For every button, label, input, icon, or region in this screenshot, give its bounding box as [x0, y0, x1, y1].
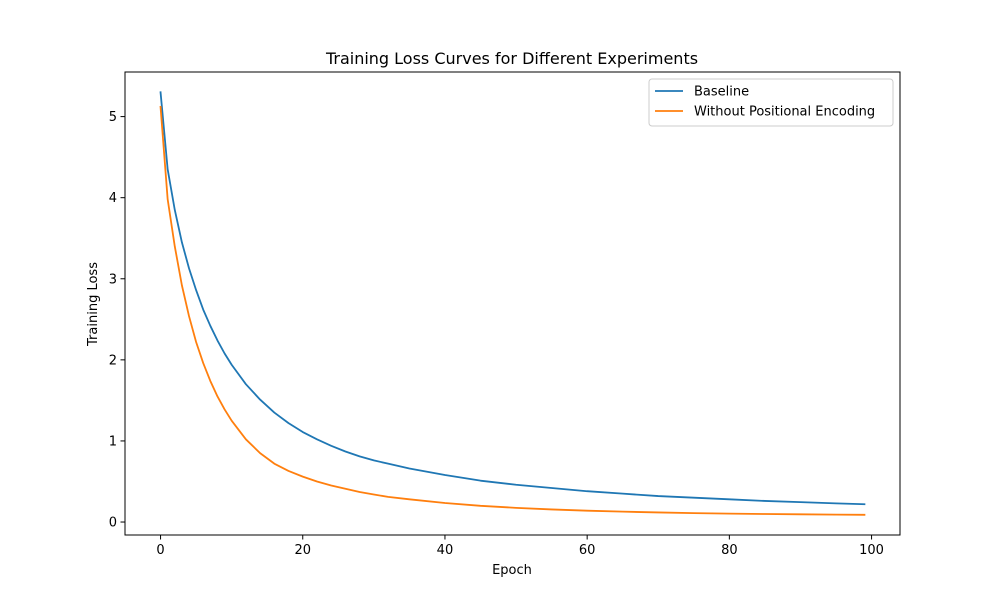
- y-tick-label: 5: [109, 110, 117, 125]
- legend-label: Baseline: [694, 85, 749, 100]
- series-line-1: [159, 91, 866, 506]
- legend-label: Without Positional Encoding: [694, 105, 875, 120]
- legend: Baseline Without Positional Encoding: [648, 78, 894, 127]
- y-tick-label: 2: [109, 353, 117, 368]
- axes-frame: [124, 71, 901, 536]
- y-tick-label: 3: [109, 272, 117, 287]
- plot-area: 0 20 40 60 80 100 0 1 2 3 4 5: [109, 71, 901, 558]
- series-line-2: [159, 105, 866, 516]
- x-tick-label: 0: [156, 543, 164, 558]
- chart-title: Training Loss Curves for Different Exper…: [325, 49, 698, 68]
- x-tick-label: 80: [721, 543, 738, 558]
- x-tick-label: 60: [579, 543, 596, 558]
- y-tick-label: 4: [109, 191, 117, 206]
- legend-box: [648, 78, 894, 127]
- x-tick-label: 40: [437, 543, 454, 558]
- y-tick-label: 1: [109, 434, 117, 449]
- x-axis-label: Epoch: [492, 563, 532, 578]
- y-axis-label: Training Loss: [86, 262, 101, 347]
- x-tick-label: 100: [859, 543, 884, 558]
- y-tick-label: 0: [109, 516, 117, 531]
- x-tick-label: 20: [294, 543, 311, 558]
